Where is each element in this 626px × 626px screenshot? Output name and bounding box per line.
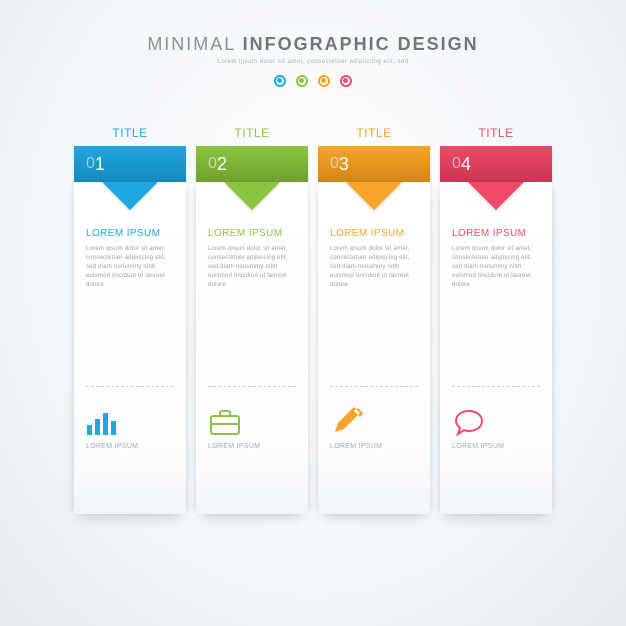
column-3: TITLE 03 LOREM IPSUM Lorem ipsum dolor s… bbox=[318, 126, 430, 514]
card: LOREM IPSUM Lorem ipsum dolor sit amet, … bbox=[74, 182, 186, 514]
card-body: Lorem ipsum dolor sit amet, consectetuer… bbox=[452, 245, 540, 290]
dot-icon bbox=[296, 75, 308, 87]
dot-icon bbox=[274, 75, 286, 87]
icon-caption: LOREM IPSUM bbox=[452, 443, 540, 450]
number-tab: 04 bbox=[440, 146, 552, 182]
card: LOREM IPSUM Lorem ipsum dolor sit amet, … bbox=[440, 182, 552, 514]
card-heading: LOREM IPSUM bbox=[452, 228, 540, 239]
icon-caption: LOREM IPSUM bbox=[330, 443, 418, 450]
number-leading-zero: 0 bbox=[208, 155, 217, 173]
number-tab: 01 bbox=[74, 146, 186, 182]
card-body: Lorem ipsum dolor sit amet, consectetuer… bbox=[86, 245, 174, 290]
divider bbox=[330, 386, 418, 387]
number-tab: 03 bbox=[318, 146, 430, 182]
divider bbox=[86, 386, 174, 387]
columns-stage: TITLE 01 LOREM IPSUM Lorem ipsum dolor s… bbox=[74, 126, 552, 514]
main-title: MINIMAL INFOGRAPHIC DESIGN bbox=[0, 34, 626, 55]
divider bbox=[208, 386, 296, 387]
dot-icon bbox=[318, 75, 330, 87]
subtitle: Lorem ipsum dolor sit amet, consectetuer… bbox=[0, 59, 626, 65]
number-digit: 3 bbox=[339, 154, 349, 175]
number-leading-zero: 0 bbox=[452, 155, 461, 173]
number-leading-zero: 0 bbox=[330, 155, 339, 173]
number-tab: 02 bbox=[196, 146, 308, 182]
speech-bubble-icon bbox=[452, 401, 540, 437]
briefcase-icon bbox=[208, 401, 296, 437]
column-title: TITLE bbox=[196, 126, 308, 140]
title-thin: MINIMAL bbox=[147, 34, 235, 54]
column-2: TITLE 02 LOREM IPSUM Lorem ipsum dolor s… bbox=[196, 126, 308, 514]
card-body: Lorem ipsum dolor sit amet, consectetuer… bbox=[330, 245, 418, 290]
divider bbox=[452, 386, 540, 387]
card-heading: LOREM IPSUM bbox=[86, 228, 174, 239]
card: LOREM IPSUM Lorem ipsum dolor sit amet, … bbox=[196, 182, 308, 514]
legend-dots bbox=[0, 75, 626, 87]
column-title: TITLE bbox=[74, 126, 186, 140]
number-digit: 1 bbox=[95, 154, 105, 175]
number-leading-zero: 0 bbox=[86, 155, 95, 173]
card: LOREM IPSUM Lorem ipsum dolor sit amet, … bbox=[318, 182, 430, 514]
number-digit: 4 bbox=[461, 154, 471, 175]
header: MINIMAL INFOGRAPHIC DESIGN Lorem ipsum d… bbox=[0, 0, 626, 87]
card-heading: LOREM IPSUM bbox=[208, 228, 296, 239]
card-heading: LOREM IPSUM bbox=[330, 228, 418, 239]
pencil-icon bbox=[330, 401, 418, 437]
icon-caption: LOREM IPSUM bbox=[86, 443, 174, 450]
bar-chart-icon bbox=[86, 401, 174, 437]
column-title: TITLE bbox=[440, 126, 552, 140]
title-bold: INFOGRAPHIC DESIGN bbox=[243, 34, 479, 54]
number-digit: 2 bbox=[217, 154, 227, 175]
column-4: TITLE 04 LOREM IPSUM Lorem ipsum dolor s… bbox=[440, 126, 552, 514]
column-1: TITLE 01 LOREM IPSUM Lorem ipsum dolor s… bbox=[74, 126, 186, 514]
dot-icon bbox=[340, 75, 352, 87]
card-body: Lorem ipsum dolor sit amet, consectetuer… bbox=[208, 245, 296, 290]
column-title: TITLE bbox=[318, 126, 430, 140]
icon-caption: LOREM IPSUM bbox=[208, 443, 296, 450]
